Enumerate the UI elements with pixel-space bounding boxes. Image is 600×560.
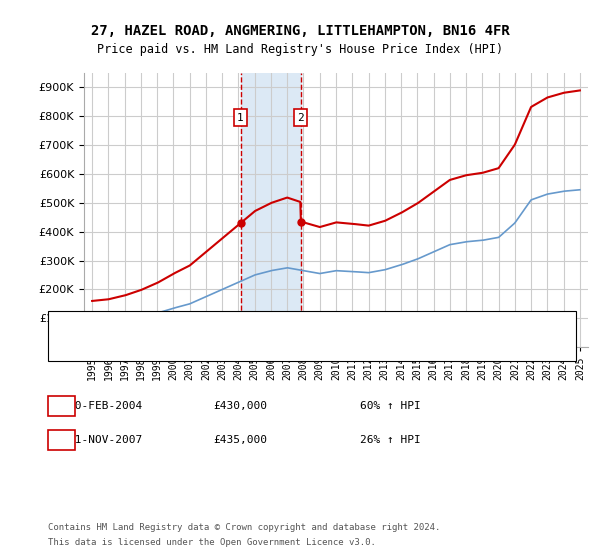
Text: Price paid vs. HM Land Registry's House Price Index (HPI): Price paid vs. HM Land Registry's House … <box>97 43 503 56</box>
Text: HPI: Average price, detached house, Arun: HPI: Average price, detached house, Arun <box>96 342 331 352</box>
Text: 60% ↑ HPI: 60% ↑ HPI <box>359 401 421 411</box>
Text: £435,000: £435,000 <box>213 435 267 445</box>
Text: 1: 1 <box>237 113 244 123</box>
Bar <box>241 73 301 347</box>
Text: 20-FEB-2004: 20-FEB-2004 <box>68 401 142 411</box>
Text: 2: 2 <box>298 113 304 123</box>
Text: 2: 2 <box>58 435 65 445</box>
Text: This data is licensed under the Open Government Licence v3.0.: This data is licensed under the Open Gov… <box>48 538 376 547</box>
Text: 26% ↑ HPI: 26% ↑ HPI <box>359 435 421 445</box>
Text: 01-NOV-2007: 01-NOV-2007 <box>68 435 142 445</box>
Text: Contains HM Land Registry data © Crown copyright and database right 2024.: Contains HM Land Registry data © Crown c… <box>48 523 440 532</box>
Text: 27, HAZEL ROAD, ANGMERING, LITTLEHAMPTON, BN16 4FR: 27, HAZEL ROAD, ANGMERING, LITTLEHAMPTON… <box>91 24 509 38</box>
Text: 27, HAZEL ROAD, ANGMERING, LITTLEHAMPTON, BN16 4FR (detached house): 27, HAZEL ROAD, ANGMERING, LITTLEHAMPTON… <box>96 320 490 330</box>
Text: 1: 1 <box>58 401 65 411</box>
Text: £430,000: £430,000 <box>213 401 267 411</box>
